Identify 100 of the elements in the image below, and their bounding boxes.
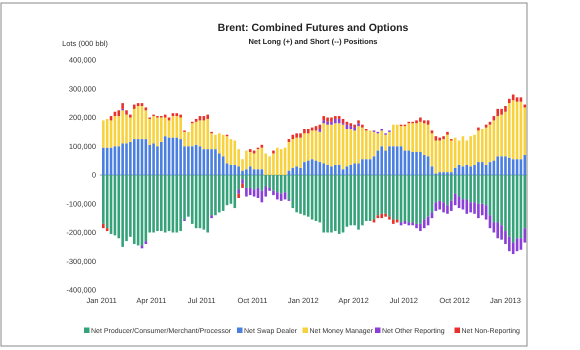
- bar: [488, 124, 492, 162]
- bar: [256, 169, 260, 175]
- bar: [330, 124, 333, 166]
- bar: [168, 120, 170, 138]
- bar: [136, 106, 140, 140]
- bar: [136, 175, 140, 246]
- bar: [132, 104, 136, 109]
- bar: [245, 169, 248, 175]
- bar: [241, 184, 244, 188]
- bar: [508, 158, 511, 175]
- bar: [411, 123, 414, 152]
- bar: [306, 160, 310, 175]
- bar: [245, 175, 248, 188]
- bar: [334, 175, 337, 232]
- bar: [465, 164, 468, 175]
- bar: [303, 175, 306, 216]
- bar: [260, 190, 264, 202]
- bar: [121, 175, 124, 247]
- bar: [516, 159, 518, 175]
- bar: [252, 169, 256, 175]
- bar: [480, 162, 484, 175]
- bar: [237, 166, 240, 175]
- bar: [237, 194, 240, 198]
- bar: [248, 188, 252, 196]
- bar: [306, 133, 310, 161]
- bar: [248, 175, 252, 188]
- bar: [469, 136, 472, 166]
- bar: [218, 153, 221, 175]
- bar: [230, 139, 232, 165]
- bar: [164, 114, 166, 118]
- bar: [256, 149, 260, 170]
- bar: [306, 129, 310, 134]
- bar: [140, 175, 144, 246]
- bar: [132, 108, 136, 140]
- bar: [252, 189, 256, 197]
- bar: [132, 175, 136, 244]
- bar: [454, 138, 456, 168]
- bar: [404, 175, 406, 221]
- bar: [280, 149, 282, 175]
- bar: [516, 102, 518, 160]
- bar: [129, 142, 132, 175]
- bar: [114, 175, 116, 236]
- bar: [404, 126, 406, 151]
- bar: [368, 130, 372, 160]
- bar: [458, 196, 460, 208]
- bar: [496, 222, 500, 238]
- bar: [477, 204, 480, 218]
- bar: [241, 170, 244, 175]
- bar: [454, 168, 456, 175]
- bar: [368, 175, 372, 221]
- bar: [516, 238, 518, 252]
- bar: [110, 120, 112, 148]
- bar: [168, 138, 170, 175]
- bar: [458, 175, 460, 197]
- bar: [484, 164, 488, 175]
- bar: [434, 136, 438, 140]
- bar: [480, 175, 484, 204]
- bar: [415, 152, 418, 175]
- bar: [484, 128, 488, 165]
- bar: [523, 154, 526, 175]
- bar: [392, 146, 395, 175]
- bar: [434, 202, 438, 211]
- bar: [268, 156, 271, 175]
- bar: [484, 124, 488, 128]
- bar: [194, 144, 198, 175]
- bar: [357, 126, 360, 164]
- bar: [438, 140, 442, 172]
- bar: [144, 107, 148, 110]
- bar: [400, 222, 402, 226]
- bar: [438, 138, 442, 140]
- bar: [438, 200, 442, 210]
- bar: [314, 175, 318, 221]
- bar: [516, 175, 518, 238]
- bar: [175, 138, 178, 175]
- bar: [125, 143, 128, 175]
- bar: [458, 164, 460, 175]
- bar: [442, 175, 445, 202]
- bar: [426, 175, 430, 217]
- bar: [172, 175, 174, 232]
- bar: [318, 124, 322, 129]
- bar: [426, 156, 430, 175]
- bar: [488, 122, 492, 125]
- bar: [121, 143, 124, 175]
- bar: [480, 204, 484, 216]
- bar: [380, 175, 384, 214]
- bar: [426, 216, 430, 226]
- bar: [299, 133, 302, 138]
- bar: [202, 116, 206, 120]
- bar: [407, 175, 410, 222]
- bar: [415, 120, 418, 124]
- bar: [400, 126, 402, 146]
- bar: [442, 202, 445, 212]
- bar: [477, 162, 480, 175]
- bar: [194, 175, 198, 228]
- bar: [357, 123, 360, 126]
- bar: [415, 175, 418, 224]
- chart-title: Brent: Combined Futures and Options: [218, 22, 409, 34]
- bar: [334, 123, 337, 165]
- bar: [295, 166, 298, 175]
- bar: [144, 175, 148, 242]
